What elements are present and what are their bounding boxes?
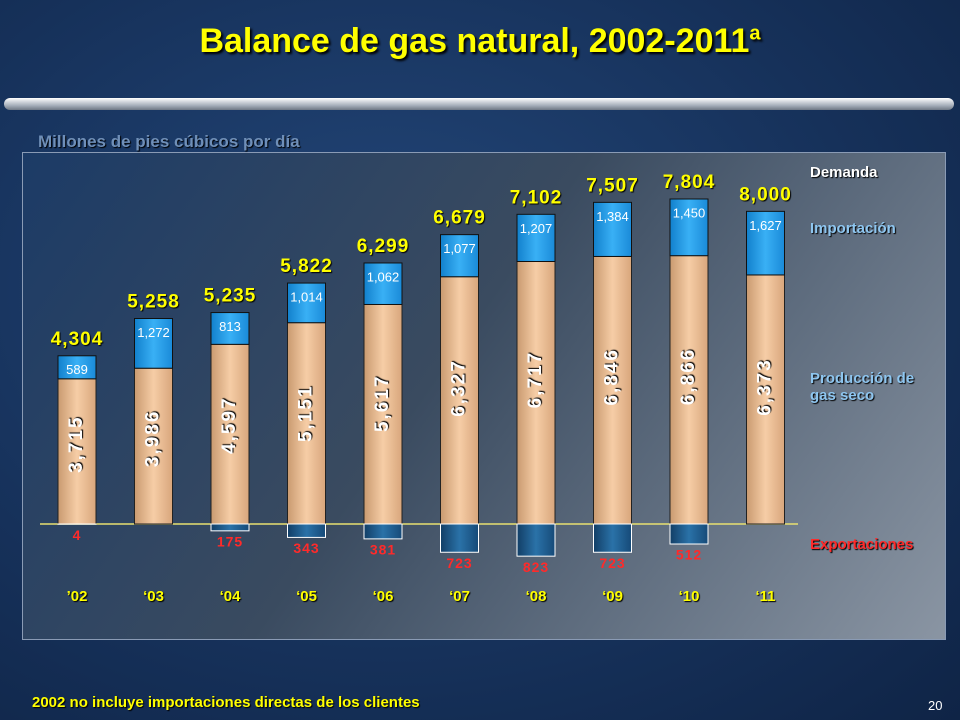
production-label: 5,151 (296, 385, 317, 443)
legend-exports: Exportaciones (810, 536, 914, 553)
production-label: 3,986 (143, 410, 164, 468)
import-bar (363, 262, 403, 305)
production-bar (593, 255, 632, 525)
export-label: 823 (523, 559, 549, 575)
export-label: 723 (446, 555, 472, 571)
x-tick-label: ‘07 (449, 588, 470, 605)
production-bar (134, 367, 173, 525)
export-bar (440, 523, 479, 553)
demand-label: 7,804 (663, 172, 716, 193)
import-bar (746, 210, 785, 276)
demand-label: 7,102 (510, 187, 563, 208)
import-label: 1,627 (749, 218, 782, 233)
import-label: 1,062 (367, 269, 400, 284)
production-label: 6,327 (449, 359, 470, 417)
separator (4, 98, 954, 110)
demand-label: 5,258 (127, 292, 180, 313)
demand-label: 4,304 (51, 329, 104, 350)
production-bar (363, 303, 403, 525)
demand-label: 6,299 (357, 236, 410, 257)
production-label: 3,715 (66, 415, 87, 473)
import-bar (287, 282, 326, 324)
demand-label: 6,679 (433, 208, 486, 229)
x-tick-label: ‘11 (755, 588, 775, 605)
export-label: 4 (73, 527, 82, 543)
production-bar (516, 260, 556, 525)
export-bar (210, 523, 250, 532)
import-label: 589 (66, 362, 88, 377)
import-label: 1,450 (673, 205, 706, 220)
export-bar (593, 523, 632, 553)
x-tick-label: ‘06 (373, 588, 394, 605)
production-bar (57, 378, 97, 525)
export-label: 512 (676, 547, 702, 563)
legend-production: Producción de gas seco (810, 370, 915, 404)
production-bar (210, 343, 250, 525)
import-label: 813 (219, 319, 241, 334)
x-tick-label: ‘04 (220, 588, 242, 605)
export-bar (287, 523, 326, 538)
slide-title: Balance de gas natural, 2002-2011a (0, 22, 960, 61)
title-superscript: a (749, 22, 761, 45)
production-label: 6,717 (525, 351, 546, 409)
demand-label: 5,235 (204, 286, 257, 307)
production-label: 6,866 (678, 348, 699, 406)
legend-demand: Demanda (810, 164, 878, 181)
export-bar (363, 523, 403, 540)
production-label: 5,617 (372, 374, 393, 432)
x-tick-label: ‘08 (526, 588, 547, 605)
production-label: 6,373 (755, 358, 776, 416)
import-bar (134, 318, 173, 369)
chart-panel (22, 152, 946, 640)
import-label: 1,384 (596, 209, 629, 224)
import-label: 1,207 (520, 221, 553, 236)
export-label: 381 (370, 542, 396, 558)
title-text: Balance de gas natural, 2002-2011 (199, 22, 750, 60)
x-tick-label: ‘05 (296, 588, 317, 605)
import-bar (593, 201, 632, 257)
import-bar (516, 213, 556, 262)
export-label: 175 (217, 534, 243, 550)
x-tick-label: ’02 (67, 588, 88, 605)
production-bar (440, 276, 479, 525)
export-bar (516, 523, 556, 557)
production-label: 6,846 (602, 348, 623, 406)
export-label: 723 (599, 555, 625, 571)
import-bar (57, 355, 97, 380)
x-tick-label: ‘03 (143, 588, 164, 605)
x-tick-label: ‘10 (679, 588, 700, 605)
import-label: 1,077 (443, 241, 476, 256)
demand-label: 7,507 (586, 175, 639, 196)
import-label: 1,272 (137, 325, 170, 340)
chart-subtitle: Millones de pies cúbicos por día (38, 132, 300, 151)
footnote: 2002 no incluye importaciones directas d… (32, 694, 420, 711)
x-tick-label: ‘09 (602, 588, 623, 605)
export-bar (669, 523, 709, 545)
demand-label: 8,000 (739, 184, 792, 205)
legend-import: Importación (810, 220, 896, 237)
import-bar (669, 198, 709, 257)
page-number: 20 (928, 698, 943, 713)
export-label: 343 (293, 540, 319, 556)
import-label: 1,014 (290, 290, 323, 305)
production-bar (746, 274, 785, 525)
production-label: 4,597 (219, 396, 240, 454)
import-bar (210, 312, 250, 345)
demand-label: 5,822 (280, 256, 333, 277)
import-bar (440, 234, 479, 278)
